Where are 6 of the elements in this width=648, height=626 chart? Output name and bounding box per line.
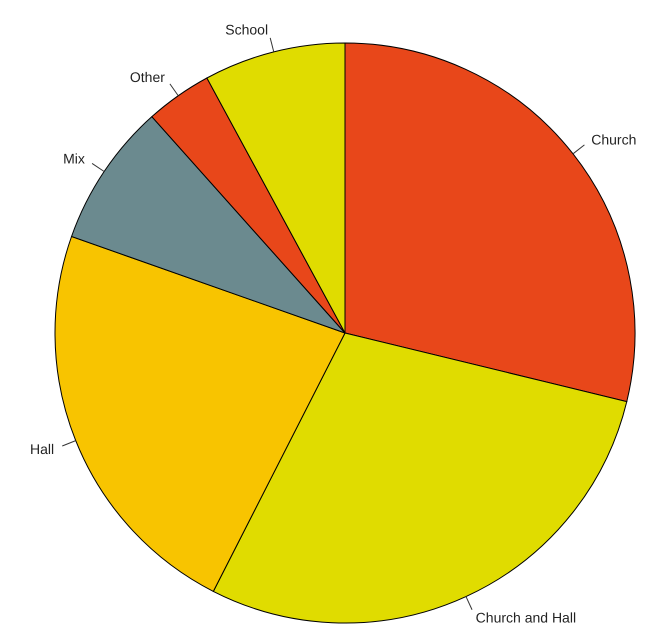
slice-label: School [225, 21, 268, 38]
slice-label: Other [130, 68, 166, 85]
slice-label: Church and Hall [476, 610, 576, 626]
slice-label: Church [591, 131, 636, 148]
slice-label: Mix [63, 150, 85, 167]
slice-label: Hall [30, 441, 54, 458]
